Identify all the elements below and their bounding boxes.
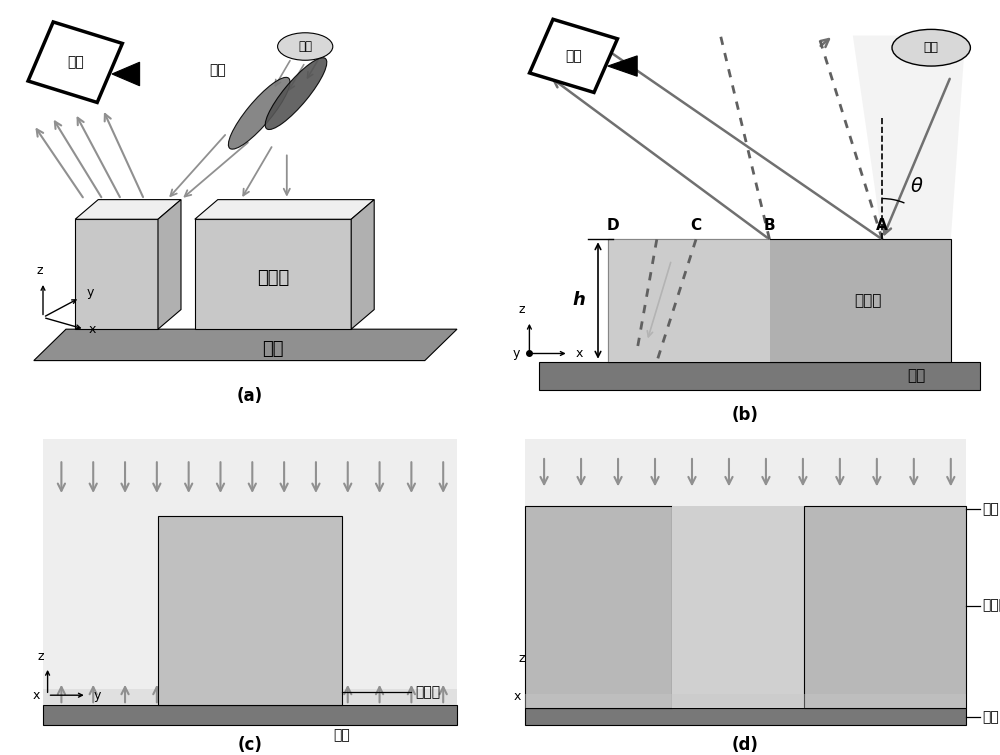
Polygon shape	[608, 239, 951, 362]
Polygon shape	[112, 62, 140, 86]
Text: B: B	[764, 218, 775, 233]
Ellipse shape	[265, 57, 327, 130]
Text: 相机: 相机	[67, 55, 84, 69]
Text: x: x	[513, 690, 521, 703]
Polygon shape	[608, 239, 770, 362]
Polygon shape	[608, 56, 637, 76]
Text: (b): (b)	[732, 405, 758, 424]
Text: 光源: 光源	[924, 42, 939, 54]
Polygon shape	[524, 506, 672, 708]
Polygon shape	[34, 329, 457, 361]
Text: z: z	[36, 264, 43, 277]
Text: (a): (a)	[237, 387, 263, 405]
Polygon shape	[195, 219, 351, 329]
Polygon shape	[524, 708, 966, 725]
Polygon shape	[195, 199, 374, 219]
Text: (c): (c)	[238, 736, 262, 754]
Text: x: x	[32, 689, 40, 701]
Polygon shape	[158, 199, 181, 329]
Polygon shape	[524, 694, 966, 708]
Polygon shape	[530, 20, 617, 92]
Text: 透镜: 透镜	[209, 63, 226, 77]
Polygon shape	[539, 362, 980, 390]
Text: 金属: 金属	[983, 502, 999, 516]
Text: z: z	[519, 652, 525, 665]
Polygon shape	[43, 689, 457, 705]
Polygon shape	[524, 439, 966, 725]
Polygon shape	[672, 506, 804, 708]
Polygon shape	[75, 199, 181, 219]
Text: (d): (d)	[732, 736, 758, 754]
Text: h: h	[572, 291, 585, 310]
Text: 光刻胶: 光刻胶	[416, 685, 441, 699]
Polygon shape	[43, 705, 457, 725]
Text: 基底: 基底	[907, 368, 926, 384]
Polygon shape	[43, 439, 457, 725]
Text: C: C	[690, 218, 702, 233]
Text: y: y	[512, 347, 520, 360]
Text: 光刻胶: 光刻胶	[257, 269, 289, 287]
Text: 相机: 相机	[565, 49, 582, 63]
Polygon shape	[853, 35, 966, 239]
Text: $\theta$: $\theta$	[910, 177, 923, 196]
Text: x: x	[89, 323, 96, 336]
Text: 基底: 基底	[262, 340, 284, 358]
Polygon shape	[351, 199, 374, 329]
Text: y: y	[87, 286, 94, 299]
Polygon shape	[75, 219, 158, 329]
Text: A: A	[876, 218, 888, 233]
Ellipse shape	[892, 29, 970, 66]
Text: y: y	[94, 689, 101, 701]
Text: D: D	[606, 218, 619, 233]
Polygon shape	[28, 22, 122, 103]
Text: z: z	[519, 303, 525, 316]
Ellipse shape	[278, 32, 333, 60]
Ellipse shape	[228, 77, 290, 149]
Text: y: y	[578, 690, 586, 704]
Text: 光刻胶: 光刻胶	[854, 293, 881, 308]
Text: z: z	[37, 650, 44, 664]
Text: 光源: 光源	[298, 40, 312, 53]
Polygon shape	[158, 516, 342, 705]
Text: 基底: 基底	[334, 728, 350, 742]
Text: 光刻胶: 光刻胶	[983, 599, 1000, 612]
Polygon shape	[804, 506, 966, 708]
Text: x: x	[576, 347, 583, 360]
Text: 基底: 基底	[983, 710, 999, 724]
